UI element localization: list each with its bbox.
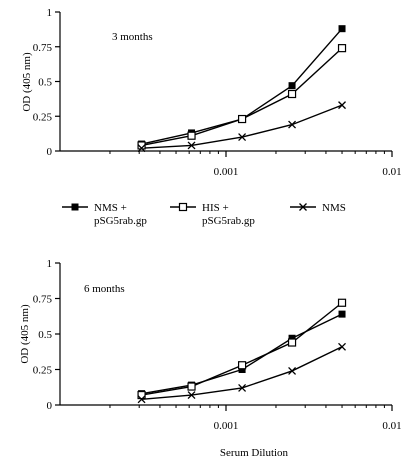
data-point-series-3-stroke-b — [288, 366, 297, 375]
data-point-series-3-stroke-b — [338, 101, 346, 110]
data-point-series-1 — [288, 82, 296, 90]
chart-panel-1: 0 0.25 0.5 0.75 1 0.001 0.01 OD (405 nm) 3 month… — [21, 7, 402, 178]
data-point-series-3 — [137, 144, 146, 153]
y-tick-label: 0.25 — [33, 365, 53, 377]
x-tick-label: 0.01 — [382, 420, 401, 432]
data-point-series-3 — [187, 141, 196, 150]
legend-label-line2: pSG5rab.gp — [94, 215, 147, 227]
x-axis-label: Serum Dilution — [220, 447, 289, 459]
legend-entry-2: HIS +pSG5rab.gp — [170, 202, 255, 227]
chart-panels: 0 0.25 0.5 0.75 1 0.001 0.01 OD (405 nm) 3 month… — [19, 7, 402, 459]
data-point-series-2 — [187, 131, 196, 140]
y-tick-label: 0.25 — [33, 111, 53, 123]
y-axis-label: OD (405 nm) — [21, 52, 33, 112]
data-point-series-3 — [338, 342, 346, 351]
panel-annotation: 3 months — [112, 31, 153, 43]
data-point-series-3 — [288, 366, 297, 375]
data-point-series-1 — [338, 310, 346, 318]
y-axis-label: OD (405 nm) — [19, 304, 31, 364]
y-tick-label: 0.5 — [38, 77, 52, 89]
legend-marker-stroke-b — [299, 203, 307, 211]
x-tick-label: 0.001 — [214, 166, 239, 178]
x-tick-label: 0.001 — [214, 420, 239, 432]
data-point-series-2 — [287, 89, 297, 99]
legend-label: NMS — [322, 202, 346, 214]
data-point-series-3 — [238, 133, 247, 142]
data-point-series-3-stroke-b — [238, 133, 247, 142]
data-point-series-2 — [337, 44, 347, 53]
data-point-series-3 — [338, 101, 346, 110]
series-line-2 — [141, 302, 343, 396]
legend-marker — [178, 202, 188, 212]
y-tick-label: 1 — [47, 258, 53, 270]
data-point-series-3 — [187, 391, 196, 400]
legend-label: NMS + — [94, 202, 127, 214]
legend-entry-3: NMS — [290, 202, 346, 214]
legend-marker — [71, 203, 79, 211]
data-point-series-2 — [337, 298, 347, 307]
data-point-series-2 — [237, 361, 247, 370]
data-point-series-1 — [238, 366, 246, 373]
data-point-series-3 — [238, 384, 247, 392]
series-line-3 — [141, 346, 343, 401]
panel-annotation: 6 months — [84, 283, 125, 295]
y-tick-label: 0.75 — [33, 294, 53, 306]
series-line-1 — [141, 28, 343, 145]
data-point-series-3-stroke-b — [137, 395, 146, 404]
data-point-series-3-stroke-b — [187, 141, 196, 150]
y-tick-label: 1 — [47, 7, 53, 19]
y-tick-label: 0.5 — [38, 329, 52, 341]
legend-label: HIS + — [202, 202, 229, 214]
data-point-series-1 — [288, 334, 296, 342]
data-point-series-3-stroke-b — [187, 391, 196, 400]
data-point-series-3 — [137, 395, 146, 404]
data-point-series-3-stroke-b — [137, 144, 146, 153]
y-tick-label: 0 — [47, 146, 53, 158]
data-point-series-3-stroke-b — [238, 384, 247, 392]
data-point-series-3-stroke-b — [288, 120, 297, 129]
chart-panel-2: 0 0.25 0.5 0.75 1 0.001 0.01 OD (405 nm) Serum D… — [19, 258, 402, 459]
series-line-3 — [141, 104, 343, 149]
legend-label-line2: pSG5rab.gp — [202, 215, 255, 227]
data-point-series-2 — [237, 114, 247, 124]
data-point-series-1 — [338, 25, 346, 33]
y-tick-label: 0 — [47, 400, 53, 412]
data-point-series-2 — [287, 338, 297, 347]
data-point-series-2 — [187, 382, 196, 391]
y-tick-label: 0.75 — [33, 42, 53, 54]
x-tick-label: 0.01 — [382, 166, 401, 178]
legend-entry-1: NMS +pSG5rab.gp — [62, 202, 147, 227]
data-point-series-3-stroke-b — [338, 342, 346, 351]
legend-marker — [299, 203, 307, 211]
data-point-series-3 — [288, 120, 297, 129]
